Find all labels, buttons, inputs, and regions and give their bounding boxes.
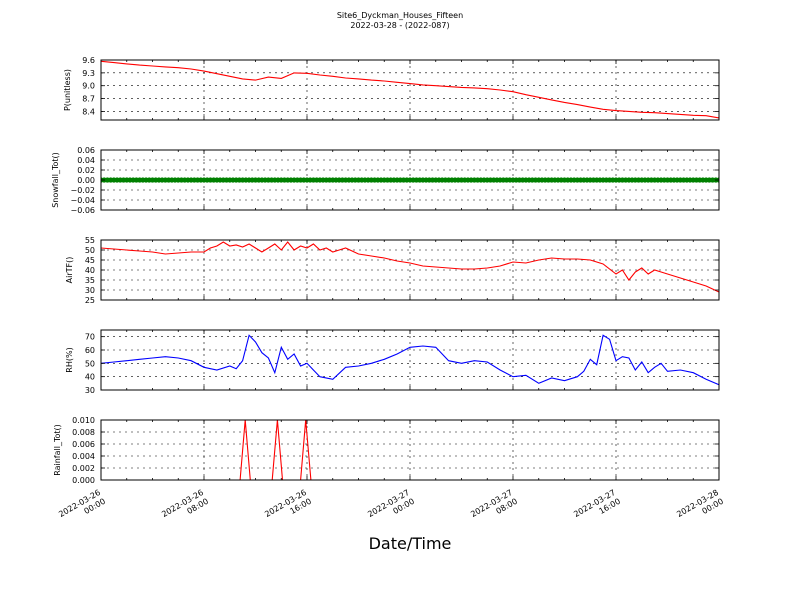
x-tick-label: 2022-03-2700:00	[366, 488, 416, 528]
y-tick-label: 0.006	[72, 440, 95, 449]
y-axis-label: P(unitless)	[63, 69, 72, 111]
y-tick-label: 0.008	[72, 428, 95, 437]
y-tick-label: 55	[85, 236, 95, 245]
y-tick-label: −0.04	[70, 196, 95, 205]
y-tick-label: 0.06	[77, 146, 95, 155]
series-line	[101, 60, 719, 119]
y-tick-label: 9.3	[82, 69, 95, 78]
series-line	[101, 420, 719, 480]
y-tick-label: 0.004	[72, 452, 95, 461]
chart-title: Site6_Dyckman_Houses_Fifteen	[336, 11, 464, 20]
y-axis-label: Snowfall_Tot()	[51, 152, 60, 208]
series-line	[101, 334, 719, 386]
x-tick-label: 2022-03-2800:00	[675, 488, 725, 528]
y-tick-label: −0.02	[70, 186, 95, 195]
y-tick-label: 40	[85, 373, 95, 382]
x-tick-label: 2022-03-2716:00	[572, 488, 622, 528]
y-tick-label: 45	[85, 256, 95, 265]
series-line	[101, 241, 719, 293]
y-tick-label: 0.010	[72, 416, 95, 425]
y-tick-label: 40	[85, 266, 95, 275]
y-tick-label: 0.02	[77, 166, 95, 175]
y-tick-label: 25	[85, 296, 95, 305]
y-tick-label: 60	[85, 346, 95, 355]
x-tick-label: 2022-03-2708:00	[469, 488, 519, 528]
y-tick-label: 0.04	[77, 156, 95, 165]
y-tick-label: 30	[85, 386, 95, 395]
y-tick-label: 9.6	[82, 56, 95, 65]
y-tick-label: 9.0	[82, 82, 95, 91]
x-tick-label: 2022-03-2600:00	[57, 488, 107, 528]
x-axis-label: Date/Time	[368, 534, 452, 553]
y-tick-label: 35	[85, 276, 95, 285]
y-tick-label: −0.06	[70, 206, 95, 215]
chart-subtitle: 2022-03-28 - (2022-087)	[350, 21, 450, 30]
x-tick-label: 2022-03-2608:00	[160, 488, 210, 528]
y-tick-label: 30	[85, 286, 95, 295]
x-tick-label: 2022-03-2616:00	[263, 488, 313, 528]
y-tick-label: 0.002	[72, 464, 95, 473]
snowfall-series	[101, 177, 719, 183]
y-tick-label: 8.4	[82, 107, 95, 116]
y-axis-label: AirTF()	[65, 257, 74, 284]
y-tick-label: 50	[85, 359, 95, 368]
y-tick-label: 70	[85, 333, 95, 342]
y-tick-label: 50	[85, 246, 95, 255]
y-axis-label: RH(%)	[65, 347, 74, 372]
y-tick-label: 0.00	[77, 176, 95, 185]
y-tick-label: 0.000	[72, 476, 95, 485]
y-axis-label: Rainfall_Tot()	[53, 424, 62, 476]
y-tick-label: 8.7	[82, 95, 95, 104]
